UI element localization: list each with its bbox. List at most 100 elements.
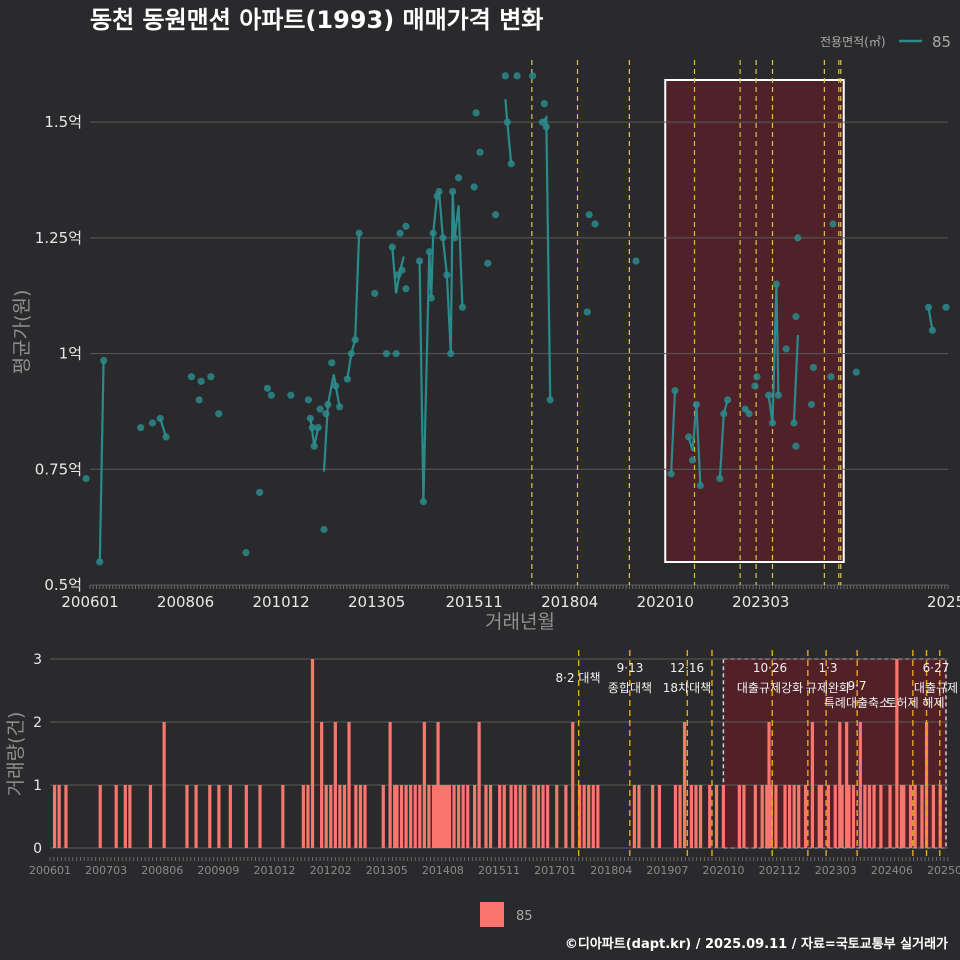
price-point: [425, 248, 433, 256]
price-point: [451, 234, 459, 242]
volume-x-tick-label: 201511: [478, 864, 520, 877]
volume-bar: [488, 785, 493, 848]
price-point: [263, 384, 272, 392]
volume-bar: [395, 785, 399, 848]
price-point: [928, 326, 937, 335]
price-line-segment: [391, 247, 405, 294]
price-point: [322, 410, 330, 418]
volume-bar: [787, 785, 792, 848]
volume-bar: [258, 785, 262, 848]
volume-bar: [418, 785, 422, 848]
volume-bar: [708, 785, 712, 848]
x-tick-label: 202010: [637, 593, 694, 611]
volume-bar: [582, 785, 586, 848]
price-line-segment: [346, 233, 361, 380]
volume-bar: [840, 785, 844, 848]
policy-annotation-date: 6·27: [923, 661, 950, 675]
price-point: [187, 373, 195, 381]
price-point: [447, 349, 455, 358]
price-point: [100, 356, 108, 365]
volume-bar: [564, 785, 568, 848]
price-point: [332, 382, 340, 390]
policy-annotation-text: 규제완화: [806, 681, 850, 695]
price-point: [256, 488, 264, 497]
volume-x-tick-label: 201305: [366, 864, 408, 877]
volume-bar: [363, 785, 367, 848]
price-point: [419, 498, 428, 506]
price-point: [287, 391, 295, 399]
price-point: [792, 442, 800, 450]
price-point: [242, 549, 250, 557]
price-point: [388, 243, 396, 251]
volume-bar: [858, 722, 862, 848]
price-point: [809, 363, 818, 372]
price-line-segment: [670, 390, 677, 474]
price-point: [753, 373, 761, 381]
volume-bar: [845, 722, 849, 848]
price-point: [540, 100, 548, 108]
volume-bar: [148, 785, 153, 848]
volume-bar: [518, 785, 522, 848]
volume-bar: [52, 785, 57, 848]
volume-bar: [908, 785, 913, 848]
price-point: [392, 349, 400, 358]
policy-annotation-date: 1·3: [818, 661, 837, 675]
volume-bar: [596, 785, 600, 848]
price-point: [484, 259, 492, 267]
volume-bar: [803, 785, 808, 848]
price-point: [328, 359, 336, 367]
price-point: [324, 400, 332, 409]
volume-bar: [57, 785, 61, 848]
volume-x-tick-label: 200909: [197, 864, 239, 877]
price-point: [396, 229, 404, 237]
volume-y-axis-title: 거래량(건): [5, 712, 27, 797]
footer-credit: ©디아파트(dapt.kr) / 2025.09.11 / 자료=국토교통부 실…: [565, 936, 948, 952]
volume-bar: [194, 785, 198, 848]
volume-bar: [760, 785, 764, 848]
volume-bar: [388, 722, 392, 848]
chart-title: 동천 동원맨션 아파트(1993) 매매가격 변화: [90, 6, 543, 34]
price-point: [443, 271, 451, 279]
policy-annotation-text: 특례대출축소: [824, 696, 890, 710]
volume-bar: [587, 785, 591, 848]
price-point: [310, 442, 318, 450]
price-point: [215, 410, 223, 418]
volume-bar: [920, 785, 924, 848]
volume-bar: [98, 785, 102, 848]
price-point: [585, 211, 593, 219]
price-point: [371, 289, 379, 298]
price-point: [306, 414, 314, 422]
volume-bar: [228, 785, 232, 848]
volume-bar: [306, 785, 310, 848]
price-point: [336, 403, 344, 411]
volume-bar: [409, 785, 413, 848]
price-point: [632, 257, 640, 265]
volume-y-tick-label: 0: [33, 841, 42, 857]
volume-y-tick-label: 2: [33, 715, 42, 731]
price-point: [449, 187, 457, 196]
volume-x-tick-label: 201804: [590, 864, 632, 877]
volume-bar: [320, 722, 324, 848]
price-point: [470, 183, 478, 191]
volume-bar: [404, 785, 408, 848]
volume-x-tick-label: 200703: [85, 864, 127, 877]
volume-bar: [737, 785, 741, 848]
price-point: [197, 377, 205, 385]
policy-annotation: 8·2 대책: [556, 670, 601, 685]
price-line-segment: [792, 335, 799, 424]
price-point: [148, 419, 156, 427]
volume-bar: [523, 785, 527, 848]
volume-bar: [441, 785, 445, 848]
volume-bar: [810, 722, 815, 848]
price-point: [137, 424, 145, 432]
volume-bar: [324, 785, 328, 848]
volume-bar: [792, 785, 796, 848]
price-point: [402, 285, 410, 293]
policy-annotation-date: 9·7: [847, 679, 866, 693]
volume-bar: [902, 785, 906, 848]
policy-annotation-text: 종합대책: [608, 680, 652, 695]
legend-title: 전용면적(㎡): [820, 35, 886, 49]
volume-bar: [438, 785, 442, 848]
volume-bar: [774, 785, 778, 848]
volume-bar: [742, 785, 746, 848]
